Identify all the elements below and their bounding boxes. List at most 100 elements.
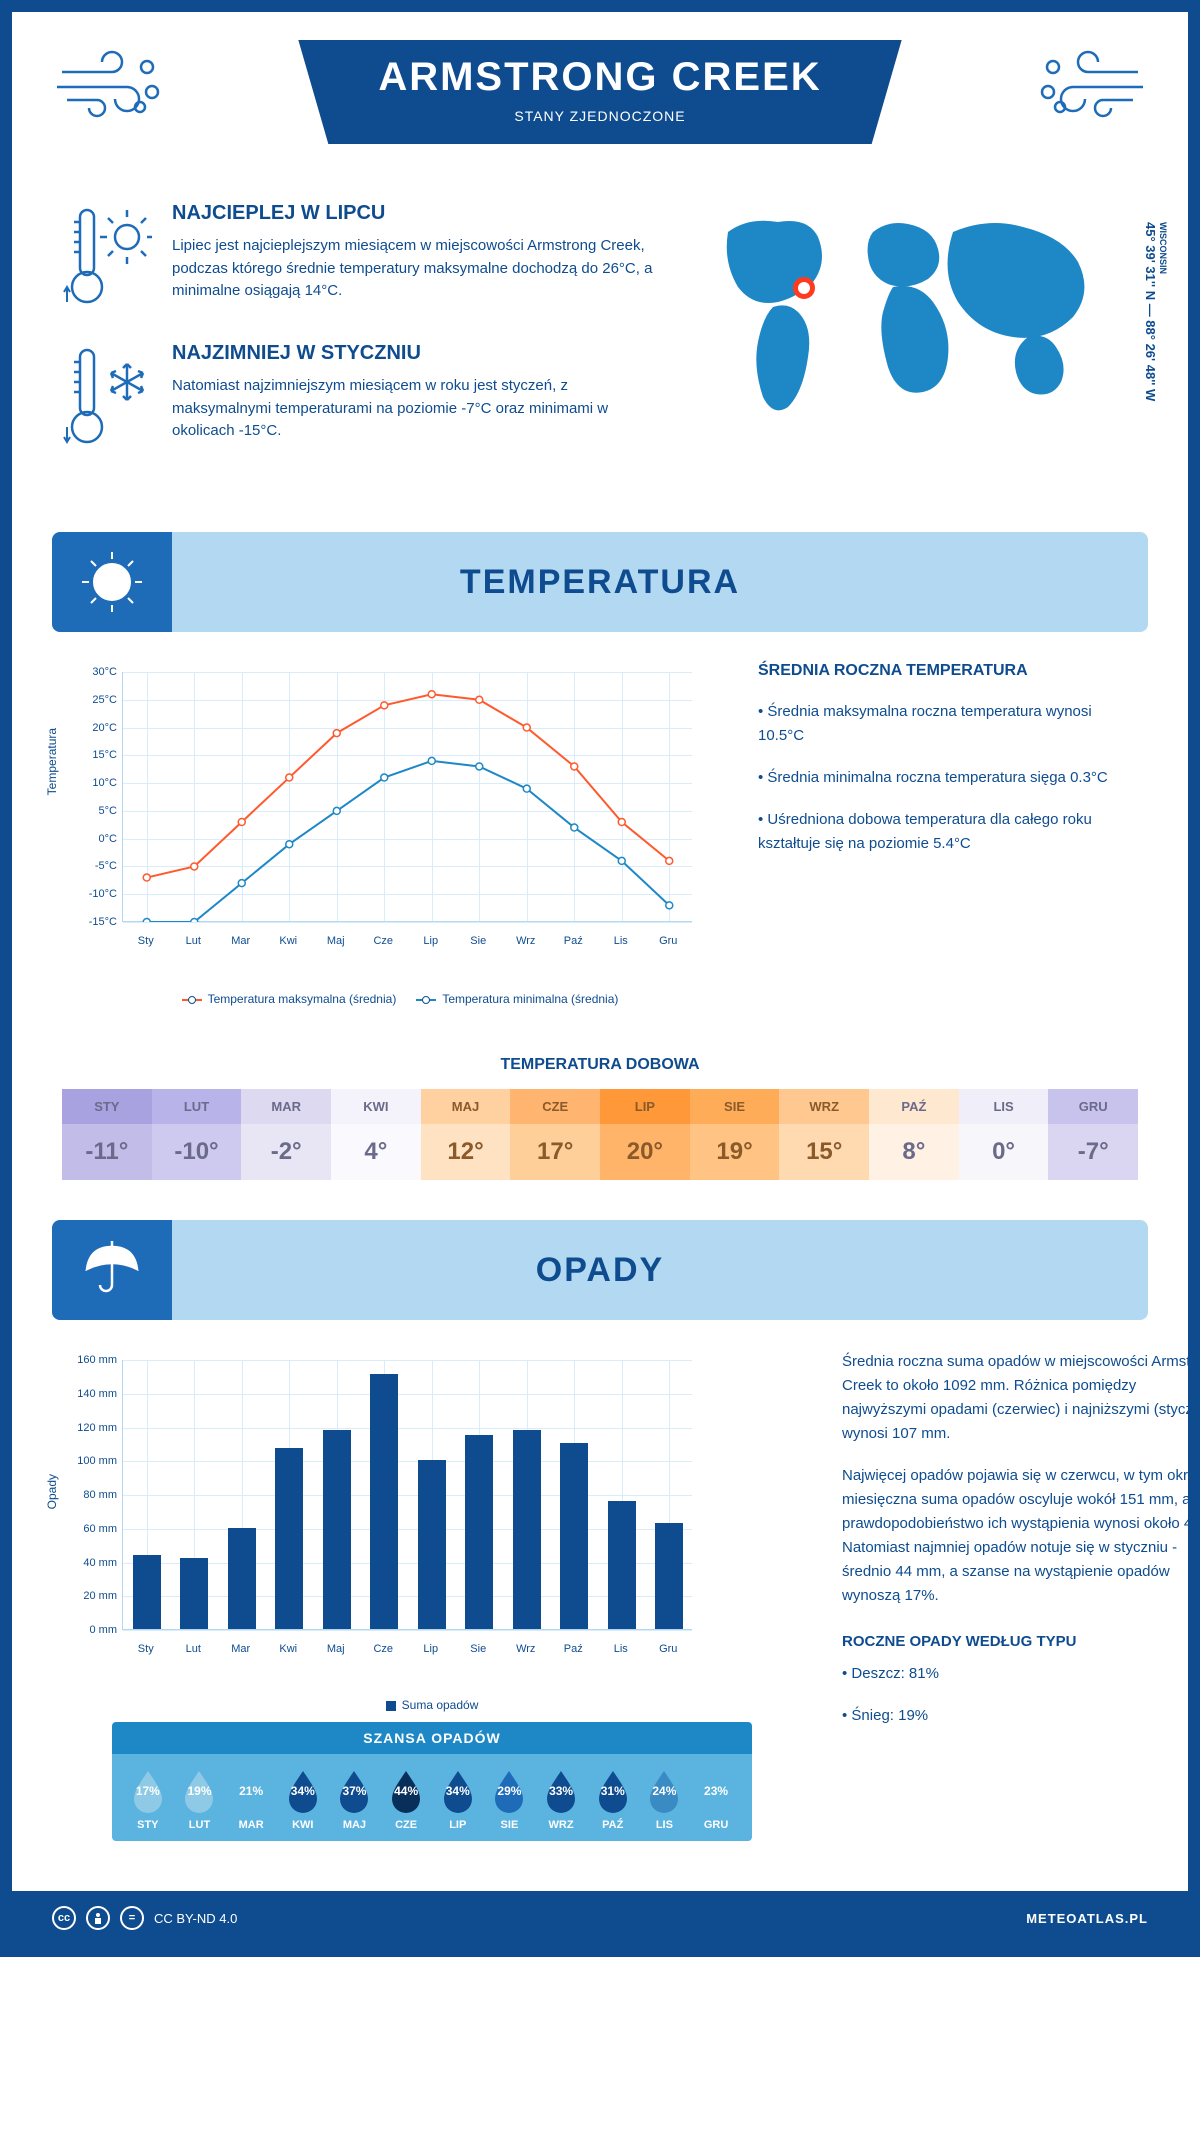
coords-value: 45° 39' 31'' N — 88° 26' 48'' W [1143,222,1158,401]
daily-cell: LIP20° [600,1089,690,1180]
daily-cell: MAJ12° [421,1089,511,1180]
temp-bullet: • Średnia minimalna roczna temperatura s… [758,766,1138,790]
xtick: Wrz [516,935,535,947]
ytick: 0°C [77,833,117,845]
ytick: 20 mm [77,1590,117,1602]
ytick: 160 mm [77,1354,117,1366]
warmest-block: NAJCIEPLEJ W LIPCU Lipiec jest najcieple… [62,202,658,312]
daily-cell: PAŹ8° [869,1089,959,1180]
daily-cell: LUT-10° [152,1089,242,1180]
intro-section: NAJCIEPLEJ W LIPCU Lipiec jest najcieple… [12,172,1188,512]
bar [228,1528,256,1629]
header: ARMSTRONG CREEK STANY ZJEDNOCZONE [12,12,1188,172]
warmest-text: Lipiec jest najcieplejszym miesiącem w m… [172,235,658,303]
xtick: Maj [327,1643,345,1655]
intro-text-column: NAJCIEPLEJ W LIPCU Lipiec jest najcieple… [62,202,658,482]
xtick: Lip [423,935,438,947]
daily-temp-title: TEMPERATURA DOBOWA [12,1056,1188,1074]
coldest-text: Natomiast najzimniejszym miesiącem w rok… [172,375,658,443]
ytick: 15°C [77,749,117,761]
sun-icon [52,532,172,632]
daily-temp-table: STY-11°LUT-10°MAR-2°KWI4°MAJ12°CZE17°LIP… [62,1089,1138,1180]
precip-legend: Suma opadów [62,1698,802,1712]
precip-section-header: OPADY [52,1220,1148,1320]
precip-side-text: Średnia roczna suma opadów w miejscowośc… [842,1350,1200,1871]
nd-icon: = [120,1906,144,1930]
xtick: Lip [423,1643,438,1655]
daily-cell: KWI4° [331,1089,421,1180]
precip-type-bullet: • Deszcz: 81% [842,1662,1200,1686]
temp-bullet: • Uśredniona dobowa temperatura dla całe… [758,808,1138,856]
xtick: Kwi [279,1643,297,1655]
ytick: 120 mm [77,1422,117,1434]
footer-license: cc = CC BY-ND 4.0 [52,1906,237,1930]
chance-drop: 31%PAŹ [595,1769,631,1831]
warmest-title: NAJCIEPLEJ W LIPCU [172,202,658,225]
ytick: 20°C [77,722,117,734]
xtick: Lut [186,1643,201,1655]
temperature-section-header: TEMPERATURA [52,532,1148,632]
xtick: Lis [614,1643,628,1655]
daily-cell: WRZ15° [779,1089,869,1180]
chance-drop: 34%LIP [440,1769,476,1831]
bar [180,1558,208,1629]
chance-drop: 34%KWI [285,1769,321,1831]
xtick: Mar [231,1643,250,1655]
wind-decoration-left [52,42,172,122]
bar [133,1555,161,1629]
daily-cell: STY-11° [62,1089,152,1180]
precip-para1: Średnia roczna suma opadów w miejscowośc… [842,1350,1200,1446]
precip-chart: Opady 0 mm20 mm40 mm60 mm80 mm100 mm120 … [62,1350,802,1871]
coldest-title: NAJZIMNIEJ W STYCZNIU [172,342,658,365]
xtick: Gru [659,935,677,947]
xtick: Cze [373,935,393,947]
page-title: ARMSTRONG CREEK [378,55,821,100]
xtick: Paź [564,1643,583,1655]
ytick: 25°C [77,694,117,706]
ytick: 60 mm [77,1523,117,1535]
avg-temp-title: ŚREDNIA ROCZNA TEMPERATURA [758,662,1138,680]
daily-cell: MAR-2° [241,1089,331,1180]
temp-bullet: • Średnia maksymalna roczna temperatura … [758,700,1138,748]
ytick: 0 mm [77,1624,117,1636]
ytick: -15°C [77,916,117,928]
xtick: Sie [470,1643,486,1655]
chance-drop: 19%LUT [181,1769,217,1831]
temp-ylabel: Temperatura [45,728,59,795]
page-subtitle: STANY ZJEDNOCZONE [378,108,821,124]
temperature-chart: Temperatura -15°C-10°C-5°C0°C5°C10°C15°C… [62,662,718,1006]
bar [608,1501,636,1629]
ytick: 140 mm [77,1388,117,1400]
bar [323,1430,351,1629]
ytick: 40 mm [77,1557,117,1569]
daily-cell: GRU-7° [1048,1089,1138,1180]
precip-type-title: ROCZNE OPADY WEDŁUG TYPU [842,1633,1200,1650]
license-text: CC BY-ND 4.0 [154,1911,237,1926]
ytick: -5°C [77,860,117,872]
thermometer-snow-icon [62,342,152,452]
bar [370,1374,398,1629]
bar [418,1460,446,1629]
xtick: Lut [186,935,201,947]
ytick: 30°C [77,666,117,678]
ytick: 80 mm [77,1489,117,1501]
ytick: 100 mm [77,1455,117,1467]
temp-legend: Temperatura maksymalna (średnia)Temperat… [62,992,718,1006]
chance-title: SZANSA OPADÓW [112,1722,752,1754]
precip-para2: Najwięcej opadów pojawia się w czerwcu, … [842,1464,1200,1608]
precip-row: Opady 0 mm 20 mm 40 mm 60 mm 80 mm 100 mm 120 … [12,1350,1188,1891]
coordinates: WISCONSIN 45° 39' 31'' N — 88° 26' 48'' … [1143,222,1168,401]
footer: cc = CC BY-ND 4.0 METEOATLAS.PL [12,1891,1188,1945]
precip-ylabel: Opady [45,1474,59,1509]
cc-icon: cc [52,1906,76,1930]
chance-drop: 29%SIE [491,1769,527,1831]
bar [465,1435,493,1629]
xtick: Sty [138,1643,154,1655]
umbrella-icon [52,1220,172,1320]
thermometer-sun-icon [62,202,152,312]
xtick: Maj [327,935,345,947]
xtick: Sie [470,935,486,947]
daily-cell: CZE17° [510,1089,600,1180]
bar [513,1430,541,1629]
xtick: Paź [564,935,583,947]
